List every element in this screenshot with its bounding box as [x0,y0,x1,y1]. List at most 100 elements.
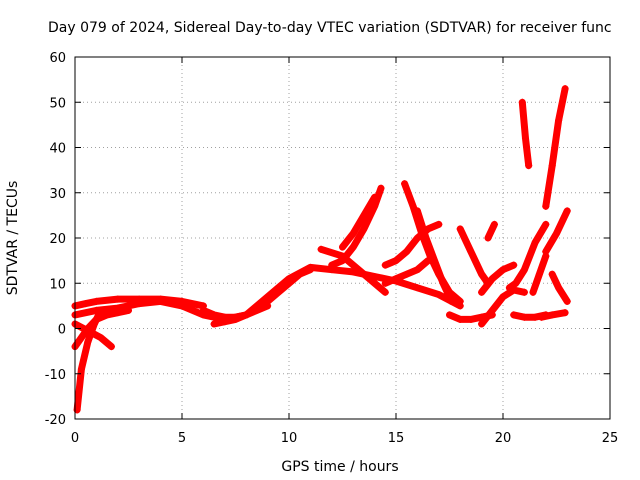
data-point [306,266,314,274]
data-point [360,225,368,233]
data-point [553,229,560,237]
series-track-19 [478,261,518,296]
data-point [103,311,111,319]
y-tick-label: 20 [49,232,66,247]
x-tick-label: 10 [281,431,298,446]
data-point [548,311,556,319]
data-point [392,257,400,265]
data-point [520,313,528,321]
data-point [317,245,325,253]
series-track-2 [71,295,207,310]
series-track-11 [381,220,443,269]
data-point [403,248,411,256]
data-point [490,220,498,228]
data-point [403,270,411,278]
data-point [525,162,533,170]
data-point [561,85,569,93]
data-point [401,180,409,188]
x-axis-label: GPS time / hours [281,459,398,475]
series-track-13 [413,207,456,305]
data-point [381,279,389,287]
axis-ticks: 0 5 10 15 20 25 -20 -10 0 10 20 30 40 50 60 [45,51,619,446]
data-point [77,365,85,373]
data-point [435,220,443,228]
data-point [478,270,486,278]
series-band [478,261,518,296]
data-point [548,162,556,170]
data-point [77,334,85,342]
series-band [317,245,389,296]
data-point [555,116,563,124]
data-point [413,266,421,274]
data-point [505,284,513,292]
data-point [542,202,550,210]
data-point [499,293,507,301]
data-point [409,202,417,210]
data-point [97,334,105,342]
data-point [381,261,389,269]
data-point [264,297,272,305]
data-point [520,288,528,296]
series-track-7 [210,266,314,328]
data-point [157,295,165,303]
data-point [339,252,346,260]
data-point [518,98,526,106]
data-point [253,304,261,312]
x-tick-label: 0 [71,431,79,446]
plot-area [71,85,571,414]
data-point [328,261,336,269]
data-point [97,306,105,314]
series-track-5 [73,306,105,414]
data-point [531,239,539,247]
data-point [296,270,304,278]
series-track-25 [542,207,571,256]
data-point [90,320,98,328]
data-point [467,315,475,323]
data-point [561,309,569,317]
data-point [242,311,250,319]
data-point [114,309,122,317]
series-band [484,220,498,242]
series-band [542,85,569,210]
data-point [484,234,492,242]
data-point [488,275,496,283]
data-point [199,306,207,314]
data-point [413,284,421,292]
data-point [125,306,132,314]
data-point [339,243,346,251]
series-track-9 [339,193,379,251]
x-tick-label: 15 [388,431,405,446]
data-point [232,315,239,323]
y-tick-label: 60 [49,51,66,66]
data-point [221,318,229,326]
data-point [456,297,464,305]
series-band [328,184,385,269]
data-point [456,225,464,233]
data-point [439,279,447,287]
data-point [413,207,421,215]
data-point [114,295,122,303]
y-tick-label: 40 [49,142,66,157]
series-band [339,193,379,251]
data-point [488,306,496,314]
data-point [531,313,539,321]
data-point [542,220,550,228]
data-point [563,207,571,215]
x-tick-label: 25 [602,431,619,446]
data-point [563,297,571,305]
data-point [92,297,100,305]
data-point [381,288,389,296]
data-point [135,295,143,303]
data-point [431,257,439,265]
data-point [542,248,550,256]
y-tick-label: 0 [58,323,66,338]
data-point [210,320,218,328]
series-band [210,266,314,328]
data-point [210,311,218,319]
series-band [381,220,443,269]
y-axis-label: SDTVAR / TECUs [5,181,21,296]
y-tick-label: 50 [49,96,66,111]
data-point [178,297,186,305]
series-track-20 [505,220,550,292]
